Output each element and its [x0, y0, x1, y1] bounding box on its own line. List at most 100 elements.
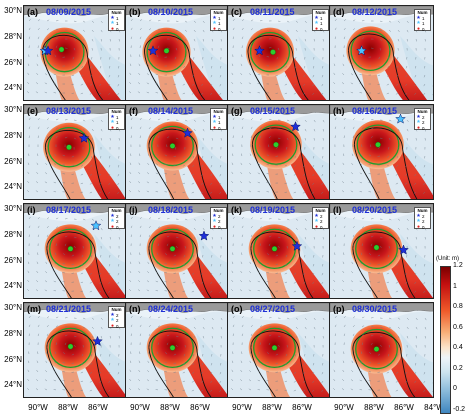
ssh-contour [148, 128, 212, 199]
eddy-center-dot [373, 346, 380, 352]
observation-star [254, 45, 265, 56]
colorbar-title: (Unit: m) [436, 256, 459, 262]
map-panel: (k) 08/19/2015 Num ★ 2 ★ 2 ● 0 [227, 203, 332, 299]
observation-star [395, 113, 406, 124]
legend-count: 0 [218, 26, 221, 32]
observation-star [42, 45, 54, 56]
star-icon: ★ [314, 14, 319, 21]
legend-count: 1 [116, 120, 119, 125]
lat-tick-label: 30°N [4, 303, 22, 313]
ssh-contour [250, 231, 314, 298]
legend-entry: ● 0 [416, 224, 429, 231]
legend-count: 2 [320, 213, 323, 219]
lat-tick-label: 26°N [4, 255, 22, 265]
colorbar-tick-label: 1.2 [453, 262, 463, 269]
star-icon: ★ [110, 113, 115, 120]
legend-entry: ● 0 [110, 323, 123, 330]
star-icon: ★ [212, 119, 217, 125]
legend-count: 2 [116, 312, 119, 318]
panel-letter: (k) [231, 205, 242, 215]
eddy-center-dot [67, 246, 74, 252]
legend-entry: ★ 1 [212, 14, 225, 22]
map-canvas [24, 6, 127, 100]
lon-tick-label: 86°W [190, 403, 210, 412]
lon-tick-label: 86°W [88, 403, 108, 412]
eddy-center-dot [67, 343, 74, 350]
legend-count: 1 [422, 21, 425, 26]
star-icon: ★ [212, 212, 217, 219]
panel-date: 08/09/2015 [46, 7, 92, 17]
map-panel: (m) 08/21/2015 Num ★ 2 ★ 2 ● 0 [23, 302, 128, 398]
legend: Num ★ 2 ★ 2 ● 0 [108, 207, 125, 230]
legend: Num ★ 2 ★ 2 ● 0 [414, 108, 431, 131]
lat-tick-label: 28°N [4, 32, 22, 41]
legend-entry: ★ 2 [314, 218, 327, 225]
star-icon: ★ [110, 311, 115, 318]
eddy-center-dot [273, 141, 279, 148]
map-canvas [228, 204, 331, 298]
observation-star [198, 230, 210, 241]
observation-star [78, 132, 90, 143]
lon-tick-label: 88°W [364, 403, 384, 412]
legend-count: 0 [320, 26, 323, 32]
legend-count: 0 [116, 26, 119, 32]
panel-letter: (i) [27, 205, 36, 215]
observation-star [356, 45, 367, 56]
observation-star [92, 335, 103, 346]
legend-title: Num [417, 208, 428, 213]
colorbar-tick-label: -0.2 [453, 406, 466, 413]
panel-date: 08/12/2015 [352, 7, 398, 17]
map-panel: (i) 08/17/2015 Num ★ 2 ★ 2 ● 0 [23, 203, 128, 299]
legend-count: 1 [116, 21, 119, 26]
star-icon: ★ [314, 218, 319, 224]
eddy-contour [47, 127, 91, 168]
legend-count: 1 [116, 114, 119, 120]
legend: Num ★ 2 ★ 2 ● 0 [210, 207, 227, 230]
star-icon: ★ [212, 14, 217, 21]
eddy-contour [49, 228, 92, 270]
star-icon: ★ [212, 20, 217, 26]
panel-date: 08/30/2015 [352, 304, 398, 314]
dot-icon: ● [314, 223, 319, 230]
ssh-contour [247, 34, 309, 100]
dot-icon: ● [416, 124, 421, 131]
lat-tick-label: 28°N [4, 131, 22, 140]
map-panel: (e) 08/13/2015 Num ★ 1 ★ 1 ● 0 [23, 104, 128, 200]
panel-date: 08/24/2015 [148, 304, 194, 314]
panel-date: 08/19/2015 [250, 205, 296, 215]
legend: Num ★ 1 ★ 1 ● 0 [210, 9, 227, 32]
panel-date: 08/20/2015 [352, 205, 398, 215]
dot-icon: ● [212, 25, 217, 32]
observation-star [182, 127, 193, 138]
legend-count: 2 [422, 219, 425, 224]
map-panel: (n) 08/24/2015 [125, 302, 230, 398]
panel-date: 08/17/2015 [46, 205, 92, 215]
legend-entry: ● 0 [416, 26, 429, 33]
lon-tick-label: 88°W [262, 403, 282, 412]
colorbar-tick-label: 0.2 [453, 364, 463, 372]
map-panel: (c) 08/11/2015 Num ★ 1 ★ 1 ● 0 [227, 5, 332, 101]
legend-count: 0 [422, 224, 425, 230]
observation-star [398, 244, 409, 255]
lon-tick-label: 90°W [232, 403, 252, 412]
eddy-center-dot [163, 48, 170, 54]
panel-letter: (p) [333, 304, 345, 314]
lat-tick-label: 26°N [4, 156, 22, 166]
eddy-contour [355, 328, 398, 370]
legend-entry: ★ 1 [314, 20, 327, 27]
eddy-contour [350, 30, 391, 72]
legend-entry: ★ 1 [110, 15, 123, 22]
ssh-contour [46, 330, 110, 397]
legend: Num ★ 2 ★ 2 ● 0 [312, 207, 329, 230]
eddy-center-dot [271, 345, 278, 351]
ssh-contour [148, 330, 212, 397]
eddy-center-dot [375, 141, 381, 148]
panel-date: 08/21/2015 [46, 304, 92, 314]
map-canvas [330, 303, 433, 397]
panel-letter: (o) [231, 304, 243, 314]
legend-entry: ★ 1 [212, 119, 225, 126]
legend-entry: ★ 2 [416, 213, 429, 220]
map-canvas [126, 303, 229, 397]
ssh-contour [148, 231, 212, 298]
legend-title: Num [111, 10, 122, 15]
